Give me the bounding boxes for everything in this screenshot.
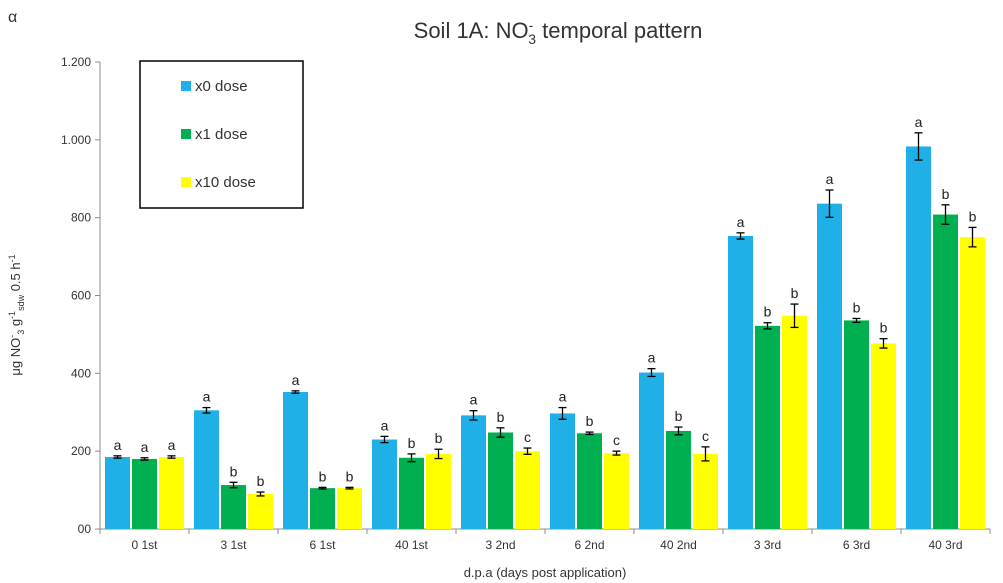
significance-letter: c bbox=[613, 432, 620, 448]
bar bbox=[132, 458, 157, 529]
legend: x0 dose x1 dose x10 dose bbox=[139, 60, 304, 209]
significance-letter: a bbox=[559, 389, 567, 405]
significance-letter: a bbox=[737, 214, 745, 230]
y-tick-label: 1.000 bbox=[61, 133, 91, 147]
bar bbox=[461, 415, 486, 529]
y-tick-label: 1.200 bbox=[61, 55, 91, 69]
bar bbox=[728, 235, 753, 529]
bar bbox=[693, 453, 718, 529]
bar bbox=[604, 453, 629, 529]
bar bbox=[577, 433, 602, 529]
significance-letter: c bbox=[702, 428, 709, 444]
bar bbox=[906, 146, 931, 530]
bar bbox=[159, 457, 184, 529]
x-tick-label: 3 3rd bbox=[754, 538, 781, 552]
x-axis-title: d.p.a (days post application) bbox=[464, 565, 627, 580]
significance-letter: a bbox=[168, 437, 176, 453]
x-tick-label: 40 3rd bbox=[928, 538, 962, 552]
significance-letter: c bbox=[524, 429, 531, 445]
x-tick-label: 0 1st bbox=[131, 538, 158, 552]
significance-letter: b bbox=[346, 468, 354, 484]
y-tick-label: 200 bbox=[71, 444, 91, 458]
y-tick-label: 800 bbox=[71, 211, 91, 225]
bar bbox=[194, 410, 219, 529]
plot-area: 00 200 400 600 800 1.000 1.200 0 1st a a a 3 1st a b b… bbox=[61, 55, 991, 552]
x-tick-label: 6 3rd bbox=[843, 538, 870, 552]
significance-letter: b bbox=[257, 473, 265, 489]
bar bbox=[221, 485, 246, 529]
legend-label: x10 dose bbox=[195, 174, 256, 191]
bar bbox=[515, 451, 540, 529]
significance-letter: b bbox=[408, 435, 416, 451]
significance-letter: a bbox=[381, 417, 389, 433]
significance-letter: b bbox=[880, 320, 888, 336]
significance-letter: b bbox=[319, 468, 327, 484]
significance-letter: b bbox=[230, 463, 238, 479]
bar bbox=[337, 488, 362, 529]
legend-box bbox=[139, 60, 304, 209]
bar bbox=[666, 430, 691, 529]
x-tick-label: 3 1st bbox=[220, 538, 247, 552]
svg-text:μg NO-3 g-1sdw 0.5 h-1: μg NO-3 g-1sdw 0.5 h-1 bbox=[7, 254, 26, 375]
bar bbox=[639, 372, 664, 529]
bar bbox=[844, 320, 869, 529]
significance-letter: a bbox=[826, 171, 834, 187]
significance-letter: b bbox=[969, 208, 977, 224]
panel-label: α bbox=[8, 9, 17, 26]
x-tick-label: 40 1st bbox=[395, 538, 428, 552]
y-tick-label: 600 bbox=[71, 289, 91, 303]
bar bbox=[782, 315, 807, 529]
chart-title: Soil 1A: NO-3 temporal pattern bbox=[414, 17, 703, 47]
legend-swatch bbox=[181, 177, 191, 187]
significance-letter: b bbox=[497, 409, 505, 425]
significance-letter: b bbox=[764, 304, 772, 320]
bar bbox=[105, 457, 130, 529]
significance-letter: a bbox=[114, 437, 122, 453]
significance-letter: b bbox=[942, 186, 950, 202]
bar bbox=[550, 413, 575, 529]
bar bbox=[372, 439, 397, 529]
y-axis-title: μg NO-3 g-1sdw 0.5 h-1 bbox=[7, 254, 26, 375]
legend-label: x1 dose bbox=[195, 126, 248, 143]
bar bbox=[755, 325, 780, 529]
significance-letter: a bbox=[203, 389, 211, 405]
x-tick-label: 6 1st bbox=[309, 538, 336, 552]
legend-label: x0 dose bbox=[195, 78, 248, 95]
x-tick-label: 6 2nd bbox=[574, 538, 604, 552]
bar bbox=[488, 432, 513, 529]
significance-letter: b bbox=[675, 408, 683, 424]
y-tick-label: 400 bbox=[71, 366, 91, 380]
bar bbox=[960, 237, 985, 529]
significance-letter: a bbox=[292, 372, 300, 388]
significance-letter: a bbox=[470, 392, 478, 408]
significance-letter: b bbox=[791, 285, 799, 301]
legend-swatch bbox=[181, 81, 191, 91]
bar bbox=[399, 457, 424, 529]
significance-letter: a bbox=[141, 439, 149, 455]
bar bbox=[283, 392, 308, 529]
bar bbox=[248, 493, 273, 529]
legend-swatch bbox=[181, 129, 191, 139]
significance-letter: b bbox=[435, 430, 443, 446]
significance-letter: a bbox=[648, 350, 656, 366]
bar bbox=[871, 343, 896, 529]
significance-letter: b bbox=[853, 299, 861, 315]
x-tick-label: 3 2nd bbox=[485, 538, 515, 552]
y-tick-label: 00 bbox=[78, 522, 92, 536]
significance-letter: b bbox=[586, 413, 594, 429]
significance-letter: a bbox=[915, 114, 923, 130]
bar bbox=[310, 488, 335, 529]
bar bbox=[933, 214, 958, 529]
bar bbox=[426, 453, 451, 529]
x-tick-label: 40 2nd bbox=[660, 538, 697, 552]
bar bbox=[817, 203, 842, 529]
